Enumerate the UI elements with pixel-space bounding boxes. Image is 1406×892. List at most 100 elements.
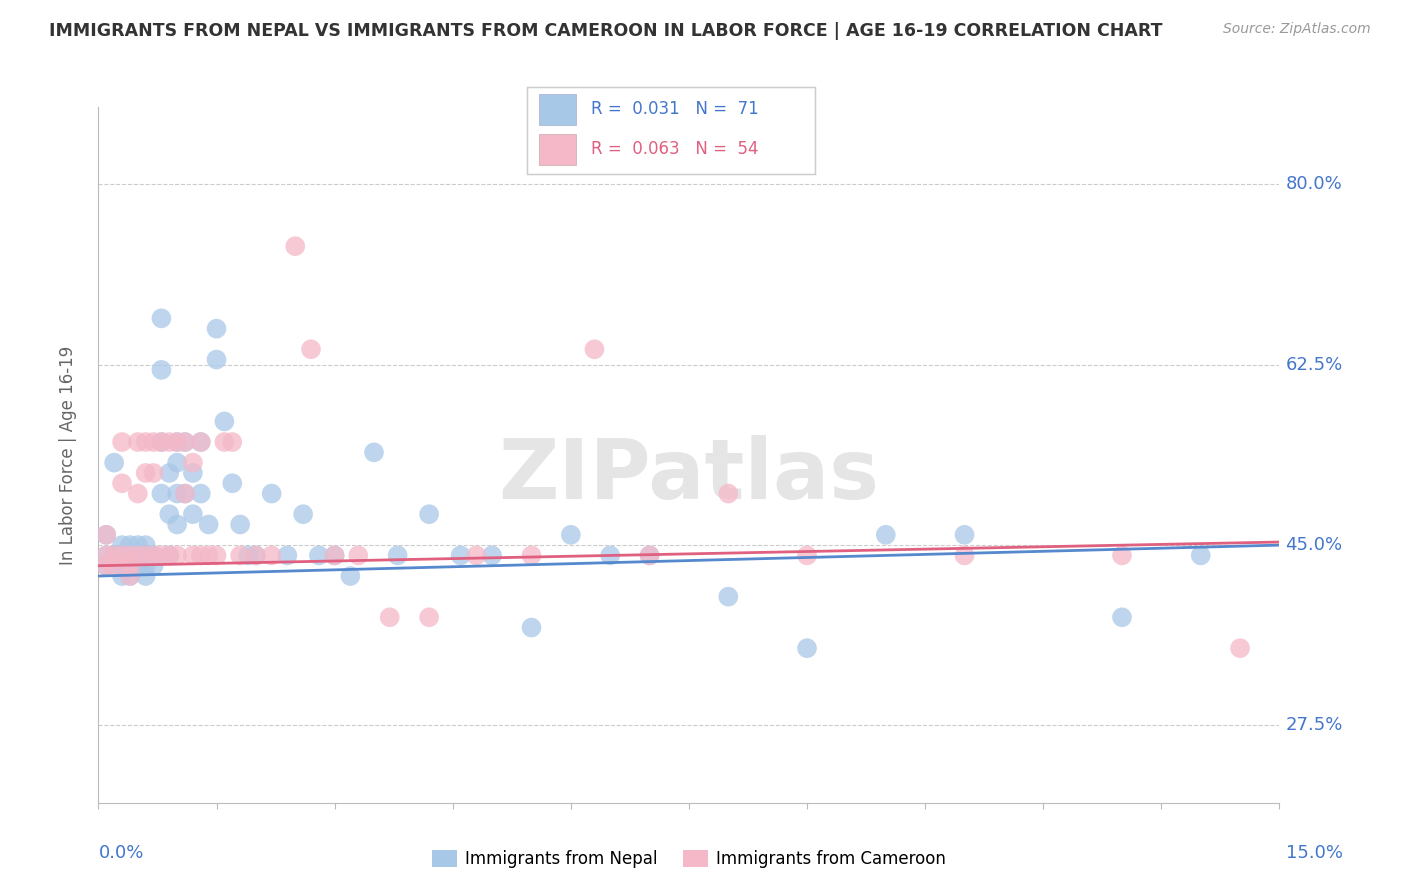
Point	[221, 476, 243, 491]
Point	[127, 558, 149, 573]
Point	[127, 538, 149, 552]
Point	[465, 549, 488, 563]
Point	[174, 435, 197, 450]
Point	[229, 549, 252, 563]
Point	[103, 558, 125, 573]
Point	[308, 549, 330, 563]
Point	[150, 435, 173, 450]
Point	[450, 549, 472, 563]
Point	[135, 538, 157, 552]
Point	[197, 517, 219, 532]
Point	[96, 558, 118, 573]
Point	[583, 343, 606, 357]
Point	[796, 641, 818, 656]
Bar	[538, 94, 576, 125]
Text: 62.5%: 62.5%	[1285, 356, 1343, 374]
Point	[118, 558, 141, 573]
Point	[181, 456, 204, 470]
Point	[96, 528, 118, 542]
Point	[135, 549, 157, 563]
Point	[214, 414, 236, 428]
Point	[157, 549, 180, 563]
Point	[229, 517, 252, 532]
Point	[560, 528, 582, 542]
Point	[638, 549, 661, 563]
Point	[135, 466, 157, 480]
Point	[181, 549, 204, 563]
Point	[111, 549, 134, 563]
Point	[245, 549, 267, 563]
Point	[127, 549, 149, 563]
Point	[96, 549, 118, 563]
Point	[214, 435, 236, 450]
Point	[157, 549, 180, 563]
Point	[260, 549, 283, 563]
Text: R =  0.063   N =  54: R = 0.063 N = 54	[591, 140, 758, 159]
Point	[520, 621, 543, 635]
Point	[197, 549, 219, 563]
Point	[323, 549, 346, 563]
Point	[103, 549, 125, 563]
Point	[135, 549, 157, 563]
Point	[103, 549, 125, 563]
Point	[118, 569, 141, 583]
Point	[135, 558, 157, 573]
Point	[166, 549, 188, 563]
Legend: Immigrants from Nepal, Immigrants from Cameroon: Immigrants from Nepal, Immigrants from C…	[425, 843, 953, 875]
Point	[118, 538, 141, 552]
Point	[638, 549, 661, 563]
Point	[221, 435, 243, 450]
Point	[953, 528, 976, 542]
Point	[118, 558, 141, 573]
Point	[118, 549, 141, 563]
Point	[157, 507, 180, 521]
Point	[142, 466, 165, 480]
Point	[378, 610, 401, 624]
Point	[174, 486, 197, 500]
Point	[347, 549, 370, 563]
Point	[166, 517, 188, 532]
Text: 27.5%: 27.5%	[1285, 716, 1343, 734]
Point	[190, 486, 212, 500]
Text: Source: ZipAtlas.com: Source: ZipAtlas.com	[1223, 22, 1371, 37]
Text: 80.0%: 80.0%	[1285, 176, 1343, 194]
Point	[717, 590, 740, 604]
Point	[157, 466, 180, 480]
Point	[190, 549, 212, 563]
Point	[111, 476, 134, 491]
Text: IMMIGRANTS FROM NEPAL VS IMMIGRANTS FROM CAMEROON IN LABOR FORCE | AGE 16-19 COR: IMMIGRANTS FROM NEPAL VS IMMIGRANTS FROM…	[49, 22, 1163, 40]
Point	[520, 549, 543, 563]
Point	[276, 549, 298, 563]
Point	[96, 558, 118, 573]
Text: 45.0%: 45.0%	[1285, 536, 1343, 554]
Point	[142, 549, 165, 563]
Point	[166, 456, 188, 470]
Point	[387, 549, 409, 563]
Point	[111, 435, 134, 450]
Point	[205, 352, 228, 367]
Point	[1111, 610, 1133, 624]
Point	[323, 549, 346, 563]
Point	[127, 549, 149, 563]
Point	[96, 528, 118, 542]
Point	[111, 538, 134, 552]
Point	[127, 435, 149, 450]
Point	[166, 435, 188, 450]
Point	[103, 456, 125, 470]
Point	[181, 466, 204, 480]
Point	[796, 549, 818, 563]
Point	[111, 569, 134, 583]
Text: R =  0.031   N =  71: R = 0.031 N = 71	[591, 100, 758, 119]
Point	[142, 549, 165, 563]
Point	[111, 549, 134, 563]
Point	[174, 486, 197, 500]
Point	[118, 569, 141, 583]
Point	[245, 549, 267, 563]
Point	[260, 486, 283, 500]
Point	[181, 507, 204, 521]
Point	[166, 486, 188, 500]
Text: 0.0%: 0.0%	[98, 845, 143, 863]
Point	[284, 239, 307, 253]
Point	[174, 435, 197, 450]
Point	[150, 486, 173, 500]
